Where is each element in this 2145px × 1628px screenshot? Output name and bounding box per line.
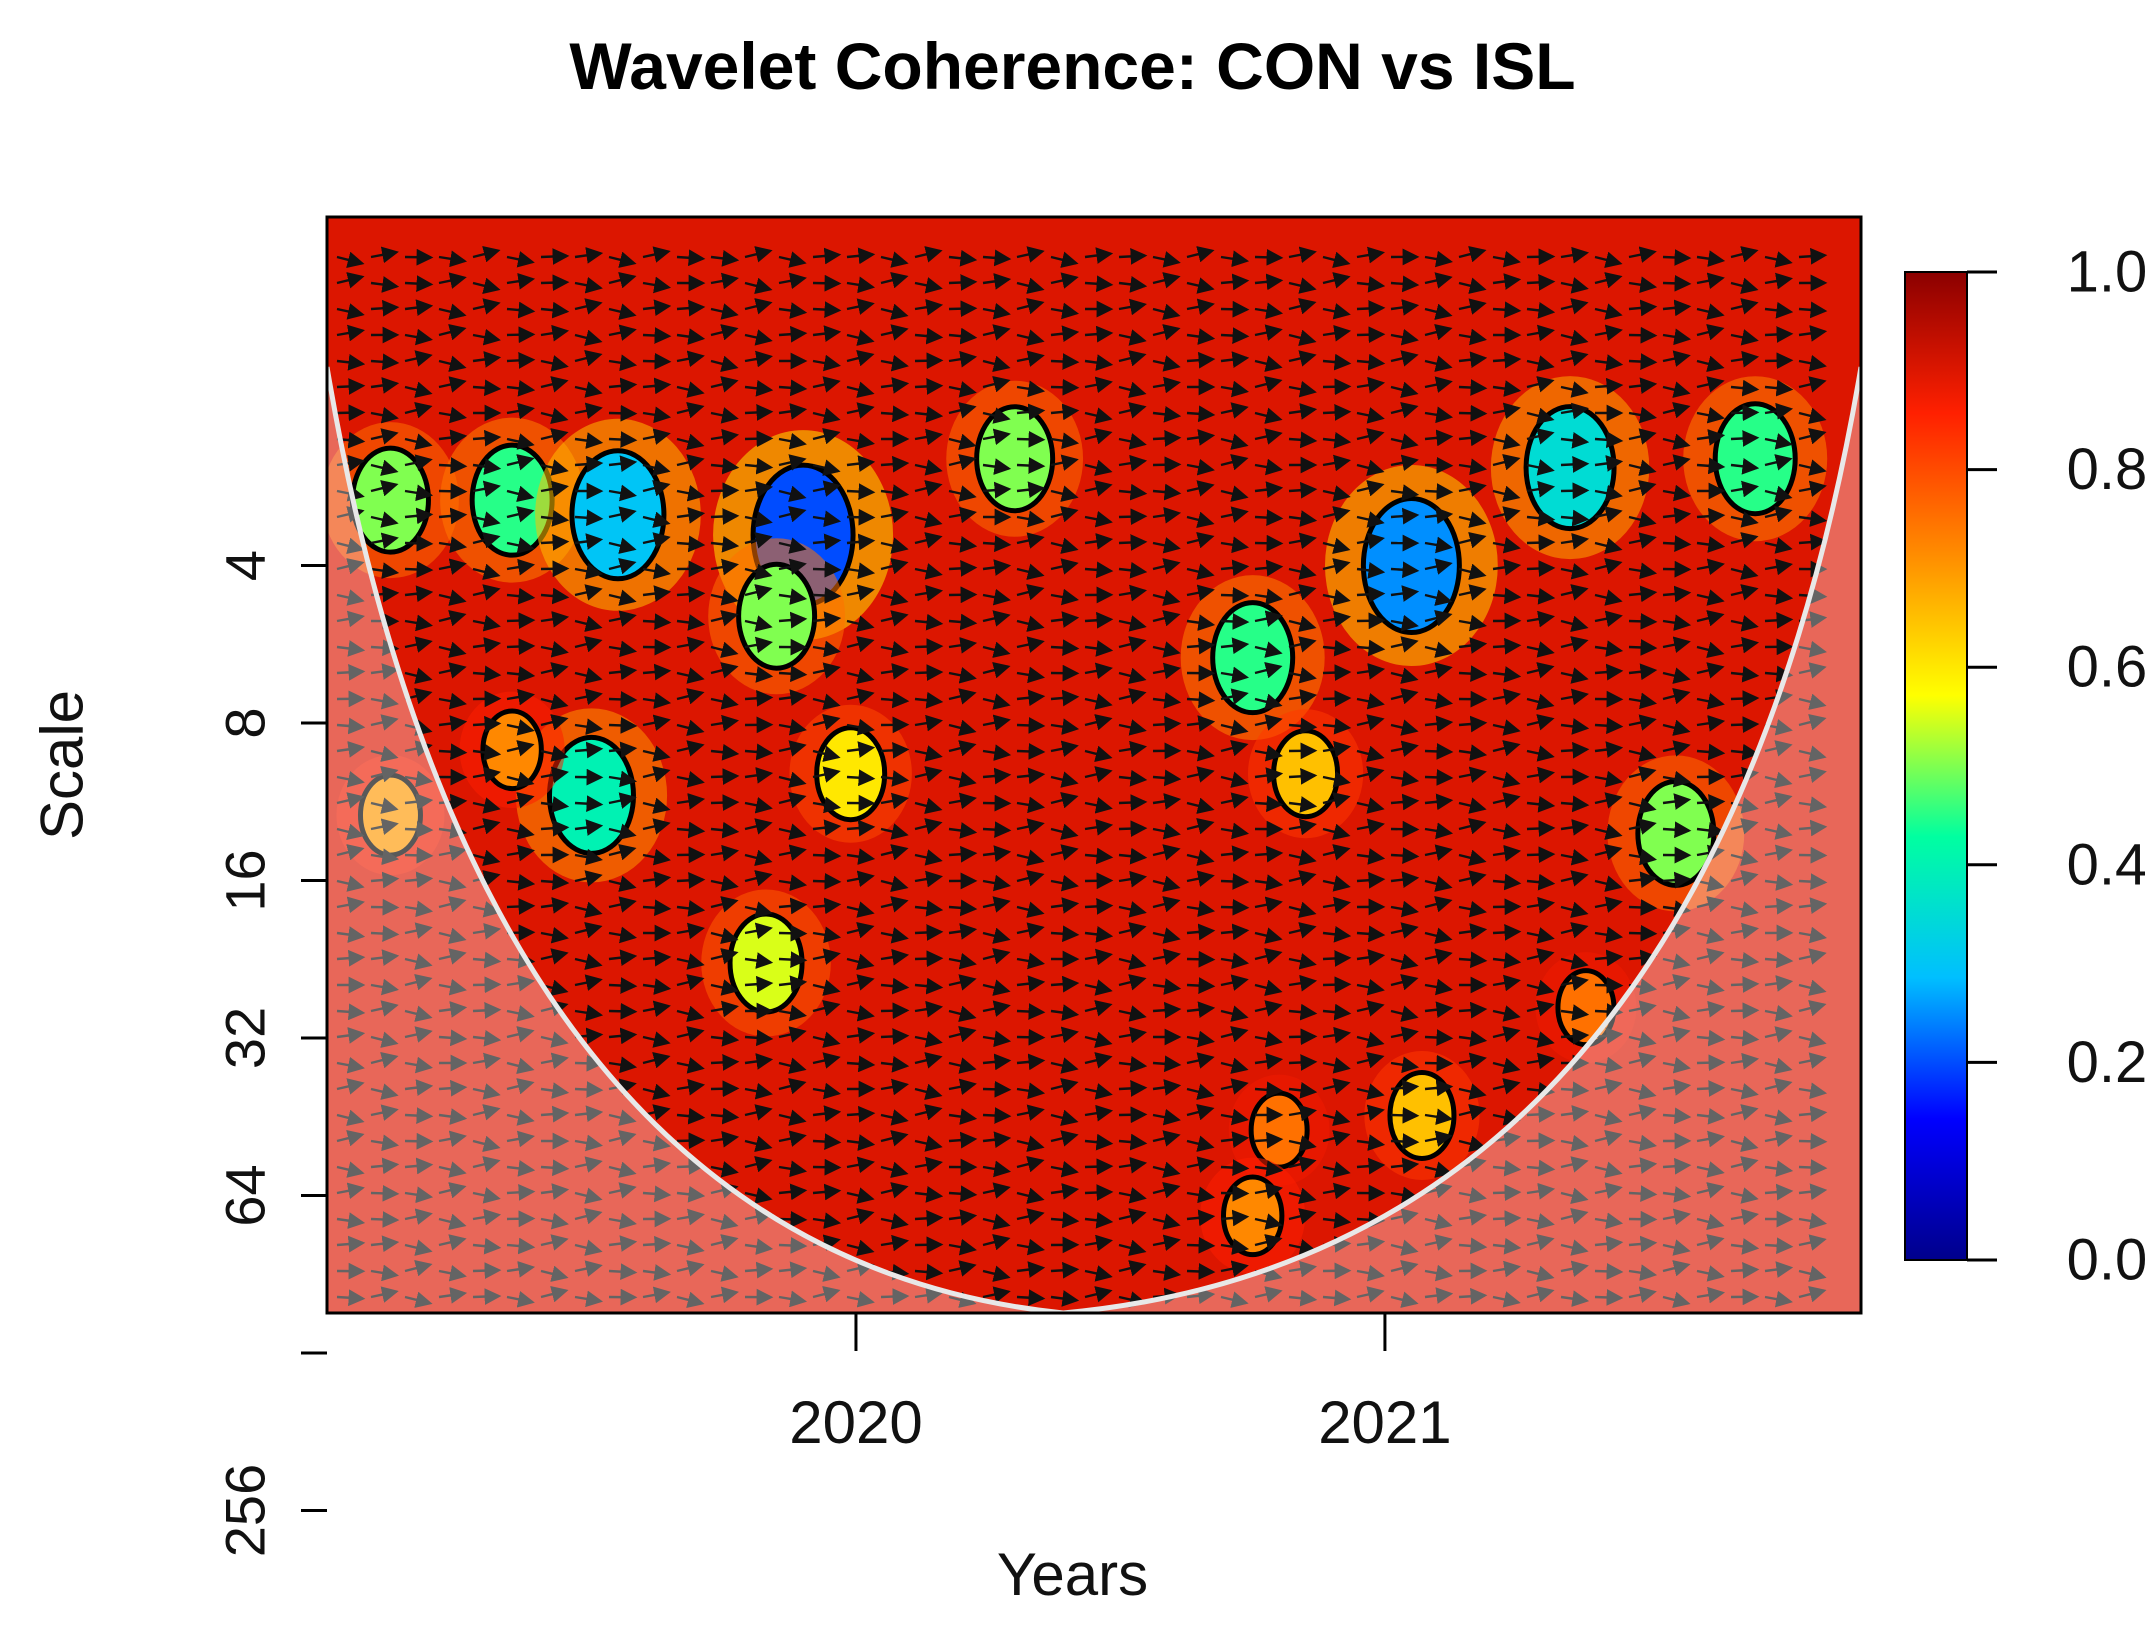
colorbar-tick-label: 0.2 [2067, 1030, 2145, 1095]
colorbar-tick-label: 0.4 [2067, 832, 2145, 897]
coherence-region [1490, 376, 1650, 560]
phase-arrows [336, 245, 1828, 1309]
y-tick-label: 16 [214, 849, 277, 911]
x-axis-label: Years [996, 1541, 1149, 1608]
y-tick-label: 8 [214, 707, 277, 738]
y-tick-label: 256 [214, 1464, 277, 1557]
colorbar-tick-label: 0.6 [2067, 635, 2145, 700]
colorbar-tick-label: 0.0 [2067, 1228, 2145, 1293]
colorbar-tick-label: 1.0 [2067, 240, 2145, 305]
plot-frame [325, 215, 1863, 1315]
x-tick-label: 2021 [1318, 1389, 1451, 1456]
y-axis-label: Scale [28, 689, 96, 841]
y-tick-label: 4 [214, 550, 277, 581]
cone-of-influence-shade-right [1063, 367, 1861, 1313]
coherence-region [1324, 465, 1498, 666]
colorbar-tick-label: 0.8 [2067, 437, 2145, 502]
y-tick-label: 64 [214, 1164, 277, 1226]
y-tick-label: 32 [214, 1007, 277, 1069]
colorbar [1904, 271, 1968, 1261]
chart-title: Wavelet Coherence: CON vs ISL [569, 29, 1576, 103]
coherence-region [1200, 1157, 1306, 1275]
x-tick-label: 2020 [789, 1389, 922, 1456]
coherence-region [1364, 1050, 1480, 1180]
cone-of-influence-shade [327, 367, 1861, 1313]
coherence-region [1180, 575, 1325, 741]
